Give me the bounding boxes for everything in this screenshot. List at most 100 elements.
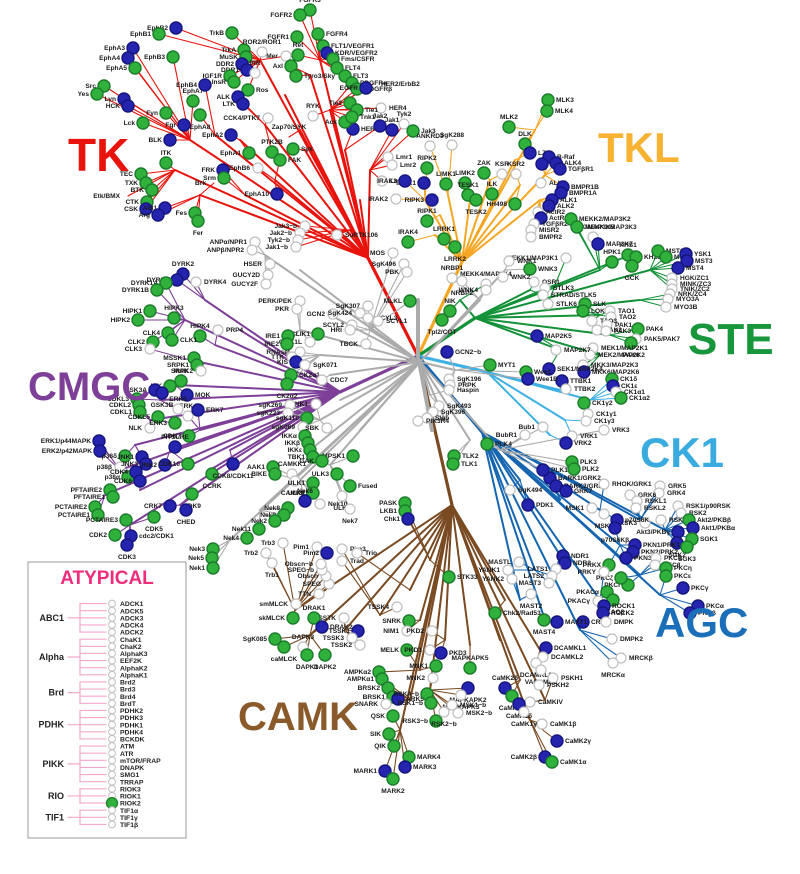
node-pitslre[interactable] [168, 440, 182, 454]
node-mrck[interactable] [615, 652, 627, 664]
node-tpl2-cot[interactable] [435, 313, 449, 327]
node-tssk3[interactable] [346, 632, 358, 644]
node-ros[interactable] [241, 83, 255, 97]
node-mlk4[interactable] [540, 104, 554, 118]
node-drak2[interactable] [315, 620, 329, 634]
node-lzk[interactable] [523, 146, 537, 160]
legend-node-pdhk4[interactable] [108, 727, 116, 736]
node-camkiv[interactable] [524, 696, 536, 708]
node-vrk2[interactable] [559, 436, 573, 450]
node-dyrk1b[interactable] [150, 283, 164, 297]
legend-node-tif1[interactable] [108, 820, 116, 829]
node-erk3[interactable] [168, 416, 182, 430]
node-tesk2[interactable] [469, 193, 483, 207]
node-mark3[interactable] [398, 760, 412, 774]
node-tao3[interactable] [586, 315, 598, 327]
node-ark5[interactable] [391, 692, 405, 706]
node-sik[interactable] [382, 727, 396, 741]
node-dapk2[interactable] [318, 648, 332, 662]
node-melk[interactable] [400, 643, 414, 657]
node-surtk106[interactable] [331, 229, 343, 241]
node-strad-stlk5[interactable] [537, 289, 549, 301]
node-mast1[interactable] [550, 615, 564, 629]
node-pkr[interactable] [291, 303, 303, 315]
node-skmlck[interactable] [286, 611, 300, 625]
node-ck1-2[interactable] [577, 396, 591, 410]
node-mrck[interactable] [607, 657, 619, 669]
node-prp4[interactable] [212, 324, 224, 336]
node-her4[interactable] [375, 102, 387, 114]
node-myo3b[interactable] [660, 301, 672, 313]
node-bub1[interactable] [537, 421, 549, 433]
legend-node-tif1[interactable] [108, 806, 116, 815]
node-insr[interactable] [227, 75, 241, 89]
legend-node-riok3[interactable] [108, 784, 116, 793]
node-ulk4[interactable] [336, 490, 348, 502]
node-pkc[interactable] [683, 606, 697, 620]
node-mapkapk5[interactable] [463, 661, 477, 675]
node-fak[interactable] [273, 153, 287, 167]
node-pim3[interactable] [336, 543, 348, 555]
node-dcamkl2[interactable] [537, 651, 549, 663]
node-sgk3[interactable] [680, 540, 694, 554]
node-camk1[interactable] [536, 718, 548, 730]
node-tbck[interactable] [360, 338, 372, 350]
legend-node-eef2k[interactable] [108, 656, 116, 665]
node-rsk3-b[interactable] [429, 714, 443, 728]
node-mlkl[interactable] [403, 294, 417, 308]
node-rsk3[interactable] [639, 517, 651, 529]
node-mnk2[interactable] [427, 672, 439, 684]
node-lck[interactable] [136, 116, 150, 130]
node-irak1[interactable] [417, 176, 431, 190]
node-mast4[interactable] [537, 613, 551, 627]
node-ephb2[interactable] [169, 21, 183, 35]
node-camk1[interactable] [518, 706, 530, 718]
node-yank2[interactable] [506, 573, 518, 585]
node-mek2-map2k2[interactable] [584, 349, 596, 361]
legend-node-tif1[interactable] [108, 813, 116, 822]
node-mapkapk3[interactable] [455, 689, 467, 701]
node-nek4[interactable] [240, 531, 254, 545]
node-rhok-grk1[interactable] [598, 478, 610, 490]
node-nek2[interactable] [268, 514, 282, 528]
node-sgk223[interactable] [282, 407, 294, 419]
node-ankrd3[interactable] [424, 140, 436, 152]
node-irak3[interactable] [398, 174, 412, 188]
node-ephb1[interactable] [152, 27, 166, 41]
node-mnk1[interactable] [429, 659, 443, 673]
node-ire2[interactable] [280, 337, 294, 351]
node-fused[interactable] [343, 479, 357, 493]
node-erk7[interactable] [191, 403, 205, 417]
node-syk[interactable] [286, 142, 300, 156]
node-pak6[interactable] [624, 336, 638, 350]
node-msk1-b[interactable] [446, 699, 458, 711]
node-irak2[interactable] [390, 193, 402, 205]
node-alk2[interactable] [542, 199, 556, 213]
node-tlk1[interactable] [446, 457, 460, 471]
node-pctaire3[interactable] [119, 513, 133, 527]
node-erk2-p42mapk[interactable] [93, 444, 107, 458]
node-camkk2[interactable] [289, 475, 301, 487]
node-jnk3[interactable] [139, 457, 153, 471]
node-ripk3[interactable] [425, 193, 439, 207]
legend-node-adck1[interactable] [108, 599, 116, 608]
node-gucy2d[interactable] [262, 269, 274, 281]
node-ksr2[interactable] [510, 168, 522, 180]
node-lrrk2[interactable] [448, 240, 462, 254]
node-cdk3[interactable] [120, 538, 134, 552]
node-cdkl5[interactable] [151, 410, 165, 424]
node-jnk2[interactable] [158, 458, 172, 472]
node-mpsk1[interactable] [346, 449, 360, 463]
node-mekk3-map3k3[interactable] [570, 220, 584, 234]
node-msk2[interactable] [598, 508, 610, 520]
node-irr[interactable] [249, 67, 261, 79]
node-tyk2[interactable] [398, 118, 410, 130]
node-akt3-pkb[interactable] [671, 525, 685, 539]
node-mark1[interactable] [378, 764, 392, 778]
legend-node-alphak3[interactable] [108, 649, 116, 658]
node-camk1[interactable] [545, 755, 559, 769]
node-nek6[interactable] [298, 494, 312, 508]
node-trb1[interactable] [266, 557, 278, 569]
node-mekk1-map3k1[interactable] [560, 252, 572, 264]
node-clk3[interactable] [144, 343, 156, 355]
